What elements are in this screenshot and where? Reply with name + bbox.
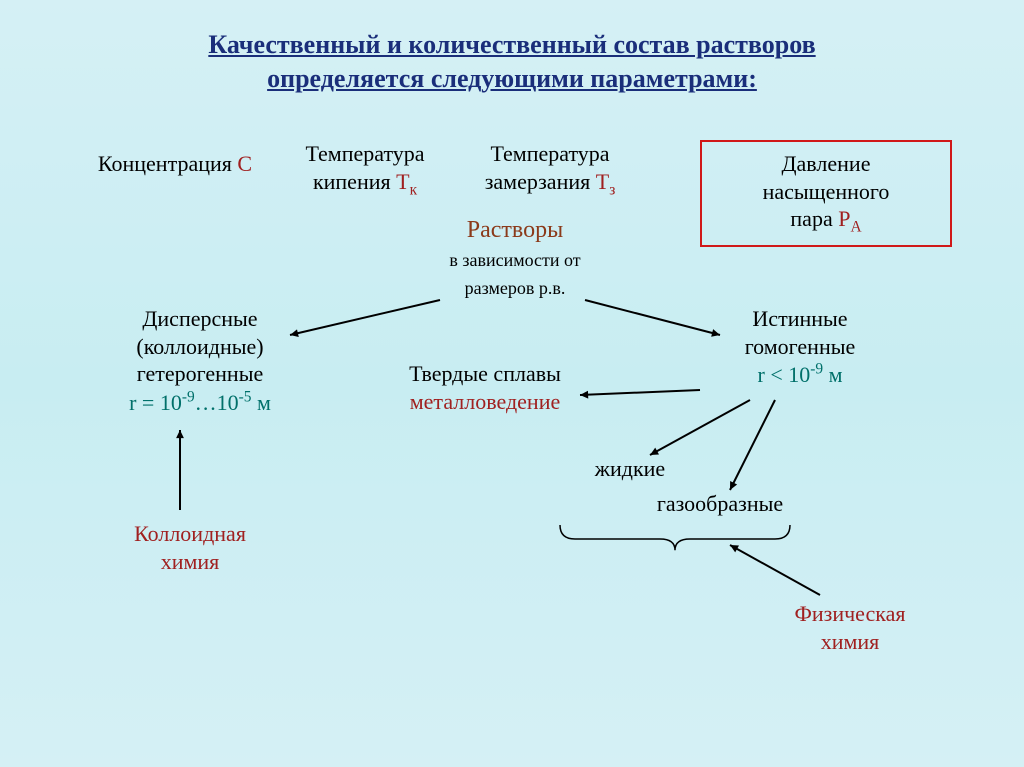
disperse-l1: Дисперсные <box>142 306 257 331</box>
truehom-exp: -9 <box>810 361 823 378</box>
boiling-l1: Температура <box>305 141 424 166</box>
disperse-exp1: -9 <box>182 389 195 406</box>
pressure-l1: Давление <box>782 151 871 176</box>
disperse-mid: …10 <box>195 390 239 415</box>
truehom-l2: гомогенные <box>745 334 856 359</box>
title-line2: определяется следующими параметрами: <box>267 64 757 93</box>
node-freezing: Температура замерзания Тз <box>460 140 640 199</box>
pressure-symbol: Р <box>838 206 850 231</box>
freezing-l1: Температура <box>490 141 609 166</box>
node-physical-chemistry: Физическая химия <box>770 600 930 655</box>
page-title: Качественный и количественный состав рас… <box>0 28 1024 96</box>
node-colloid-chemistry: Коллоидная химия <box>110 520 270 575</box>
pressure-l3-prefix: пара <box>790 206 838 231</box>
disperse-exp2: -5 <box>239 389 252 406</box>
freezing-symbol: Т <box>596 169 609 194</box>
boiling-sub: к <box>410 181 417 198</box>
node-pressure: Давление насыщенного пара РА <box>700 140 952 247</box>
disperse-l3: гетерогенные <box>137 361 263 386</box>
node-gaseous: газообразные <box>640 490 800 518</box>
disperse-r-prefix: r = 10 <box>129 390 182 415</box>
solutions-sub2: размеров р.в. <box>465 278 566 298</box>
node-alloys: Твердые сплавы металловедение <box>375 360 595 415</box>
node-liquid: жидкие <box>570 455 690 483</box>
node-boiling: Температура кипения Тк <box>285 140 445 199</box>
node-disperse: Дисперсные (коллоидные) гетерогенные r =… <box>95 305 305 416</box>
alloys-l1: Твердые сплавы <box>409 361 561 386</box>
truehom-r-prefix: r < 10 <box>758 362 811 387</box>
solutions-title: Растворы <box>467 217 563 243</box>
disperse-unit: м <box>251 390 270 415</box>
node-true-homogeneous: Истинные гомогенные r < 10-9 м <box>700 305 900 389</box>
colloid-l1: Коллоидная <box>134 521 246 546</box>
concentration-prefix: Концентрация <box>98 151 237 176</box>
boiling-l2-prefix: кипения <box>313 169 396 194</box>
phys-l1: Физическая <box>795 601 906 626</box>
node-solutions: Растворы в зависимости от размеров р.в. <box>405 215 625 300</box>
colloid-l2: химия <box>161 549 220 574</box>
pressure-sub: А <box>850 218 861 235</box>
concentration-symbol: С <box>237 151 252 176</box>
phys-l2: химия <box>821 629 880 654</box>
truehom-l1: Истинные <box>752 306 847 331</box>
alloys-l2: металловедение <box>410 389 561 414</box>
freezing-l2-prefix: замерзания <box>485 169 596 194</box>
pressure-l2: насыщенного <box>763 179 890 204</box>
liquid-text: жидкие <box>595 456 665 481</box>
disperse-l2: (коллоидные) <box>136 334 263 359</box>
solutions-sub1: в зависимости от <box>449 250 580 270</box>
truehom-unit: м <box>823 362 842 387</box>
title-line1: Качественный и количественный состав рас… <box>208 30 815 59</box>
boiling-symbol: Т <box>396 169 409 194</box>
node-concentration: Концентрация С <box>85 150 265 178</box>
gaseous-text: газообразные <box>657 491 783 516</box>
freezing-sub: з <box>609 181 615 198</box>
